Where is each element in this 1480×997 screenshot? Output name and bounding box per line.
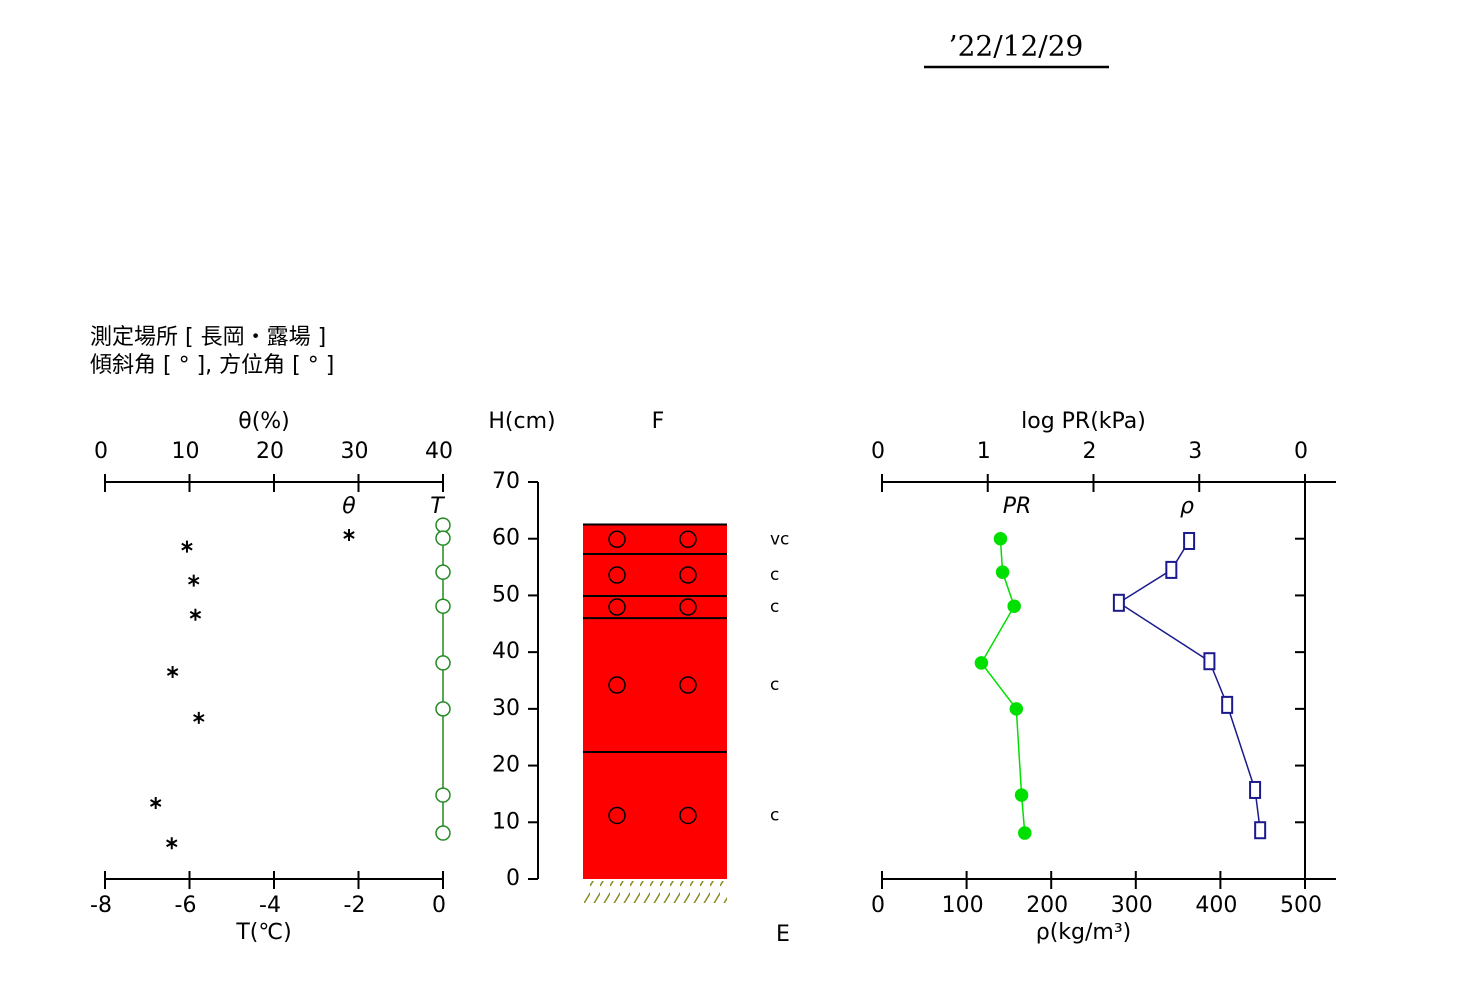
tick-label: -8 (90, 893, 112, 918)
marker (1249, 780, 1262, 799)
layer (583, 618, 727, 752)
layer (583, 595, 727, 619)
marker (166, 837, 178, 850)
tick-label: 0 (506, 866, 520, 891)
marker (1014, 788, 1029, 802)
marker (435, 517, 451, 533)
grain-symbol (608, 566, 626, 584)
marker (435, 655, 451, 671)
tick-label: 2 (1083, 439, 1097, 464)
marker (435, 564, 451, 580)
grain-symbol (679, 598, 697, 616)
marker (1009, 702, 1024, 716)
tick-label: -2 (344, 893, 366, 918)
grain-size: c (770, 675, 779, 695)
grain-symbol (608, 530, 626, 549)
tick-label: 50 (492, 582, 520, 607)
tick-label: 70 (492, 469, 520, 494)
grain-symbol (679, 566, 697, 584)
slope-line: 傾斜角 [ ° ], 方位角 [ ° ] (90, 353, 334, 378)
layer (583, 751, 727, 879)
tick-label: 200 (1026, 893, 1068, 918)
marker (435, 530, 451, 546)
marker (166, 665, 179, 678)
tick-label: 0 (94, 439, 108, 464)
tick-label: 400 (1195, 893, 1237, 918)
grain-size: c (770, 805, 779, 825)
grain-symbol (679, 676, 697, 694)
grain-symbol (608, 598, 626, 616)
marker (1018, 826, 1032, 840)
marker (188, 574, 200, 587)
tick-label: 20 (492, 753, 520, 778)
grain-symbol (608, 806, 626, 825)
marker (435, 598, 451, 614)
marker (435, 825, 451, 841)
legend-label: θ (342, 494, 356, 519)
tick-label: 500 (1280, 893, 1322, 918)
layer (583, 524, 727, 555)
tick-label: 0 (432, 893, 446, 918)
series-line (1117, 540, 1261, 831)
marker (1165, 560, 1178, 579)
tick-label: -4 (259, 893, 281, 918)
marker (1183, 531, 1196, 550)
grain-size: vc (770, 529, 789, 549)
tick-label: 0 (1294, 439, 1308, 464)
series-line (980, 538, 1026, 834)
tick-label: 10 (492, 809, 520, 834)
marker (993, 531, 1008, 546)
marker (435, 701, 451, 717)
tick-label: 1 (977, 439, 991, 464)
axis-title: ρ(kg/m³) (1036, 920, 1132, 945)
marker (435, 787, 451, 803)
marker (1254, 821, 1267, 840)
grain-symbol (608, 676, 626, 694)
site-line: 測定場所 [ 長岡・露場 ] (90, 325, 326, 350)
tick-label: 40 (425, 439, 453, 464)
grain-symbol (679, 530, 697, 549)
marker (995, 565, 1010, 579)
marker (1112, 593, 1125, 612)
tick-label: 30 (341, 439, 369, 464)
column-title: F (652, 409, 665, 434)
axis-title: T(℃) (235, 920, 291, 945)
legend-label: PR (1003, 494, 1032, 519)
tick-label: 3 (1188, 439, 1202, 464)
tick-label: 300 (1111, 893, 1153, 918)
tick-label: 0 (871, 893, 885, 918)
tick-label: 20 (256, 439, 284, 464)
ground-label: E (776, 922, 790, 947)
legend-label: T (430, 494, 445, 519)
marker (974, 656, 989, 670)
tick-label: -6 (175, 893, 197, 918)
ground-hatch (584, 881, 727, 903)
marker (150, 797, 162, 810)
marker (1007, 599, 1021, 613)
axis-title: θ(%) (238, 409, 290, 434)
grain-symbol (679, 806, 697, 825)
legend-label: ρ (1180, 494, 1194, 519)
grain-size: c (770, 565, 779, 585)
marker (1203, 652, 1216, 671)
tick-label: 0 (871, 439, 885, 464)
tick-label: 30 (492, 696, 520, 721)
axis-title: H(cm) (488, 409, 555, 434)
grain-size: c (770, 597, 779, 617)
legend-marker (343, 529, 355, 541)
marker (189, 608, 202, 621)
tick-label: 100 (942, 893, 984, 918)
tick-label: 60 (492, 526, 520, 551)
tick-label: 10 (172, 439, 200, 464)
tick-label: 40 (492, 639, 520, 664)
layer (583, 554, 727, 596)
marker (1221, 695, 1234, 714)
marker (181, 540, 193, 553)
marker (193, 711, 205, 724)
axis-title: log PR(kPa) (1021, 409, 1146, 434)
date: ’22/12/29 (949, 30, 1084, 63)
